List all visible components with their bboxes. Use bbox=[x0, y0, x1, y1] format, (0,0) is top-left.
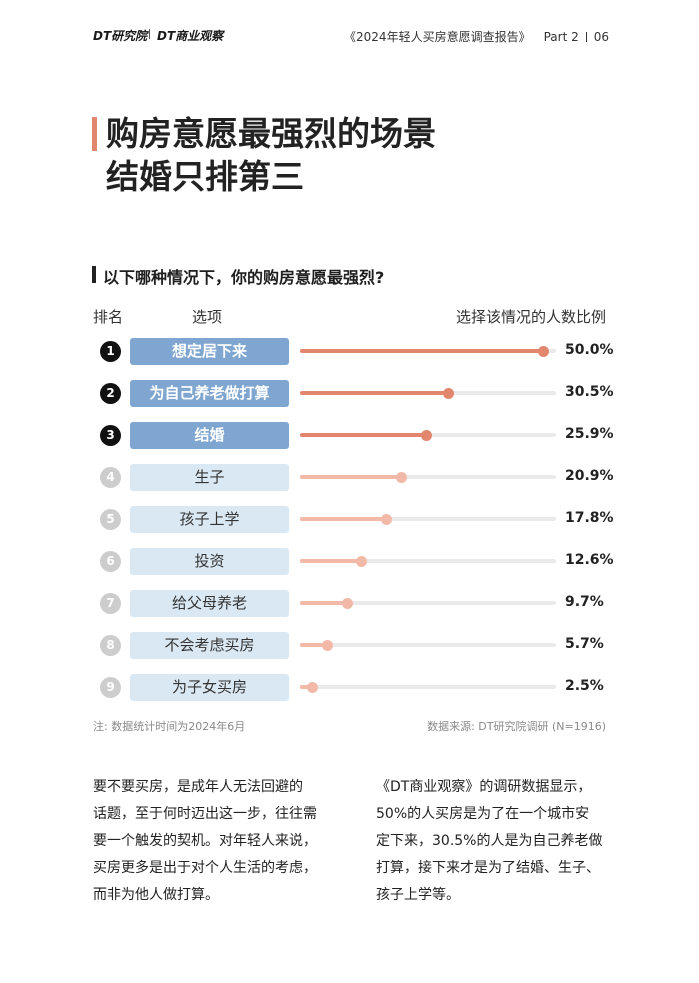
page-title: 购房意愿最强烈的场景 结婚只排第三 bbox=[106, 112, 436, 198]
body-paragraph-left: 要不要买房，是成年人无法回避的 话题，至于何时迈出这一步，往往需 要一个触发的契机。… bbox=[93, 774, 317, 909]
value-label: 5.7% bbox=[565, 636, 604, 652]
body-line: 而非为他人做打算。 bbox=[93, 887, 219, 903]
title-accent-bar bbox=[92, 117, 97, 151]
option-label: 不会考虑买房 bbox=[130, 631, 289, 659]
option-label: 给父母养老 bbox=[130, 589, 289, 617]
value-label: 9.7% bbox=[565, 594, 604, 610]
dt-institute-logo: DT研究院 bbox=[93, 29, 148, 43]
rank-badge: 2 bbox=[100, 382, 121, 404]
bar-fill bbox=[300, 517, 387, 521]
bar-end-dot bbox=[396, 471, 408, 483]
body-line: 要不要买房，是成年人无法回避的 bbox=[93, 779, 303, 795]
bar-track bbox=[300, 601, 556, 605]
rank-badge: 4 bbox=[100, 466, 121, 488]
body-line: 话题，至于何时迈出这一步，往往需 bbox=[93, 806, 317, 822]
bar-fill bbox=[300, 349, 544, 353]
bar-fill bbox=[300, 601, 348, 605]
date-note: 注: 数据统计时间为2024年6月 bbox=[93, 720, 246, 733]
bar-track bbox=[300, 475, 556, 479]
logo-divider bbox=[149, 29, 150, 39]
option-column-header: 选项 bbox=[192, 308, 223, 326]
rank-badge: 8 bbox=[100, 634, 121, 656]
rank-badge: 7 bbox=[100, 592, 121, 614]
value-label: 12.6% bbox=[565, 552, 614, 568]
bar-fill bbox=[300, 685, 313, 689]
value-label: 25.9% bbox=[565, 426, 614, 442]
chart-question: 以下哪种情况下，你的购房意愿最强烈? bbox=[103, 268, 385, 287]
value-label: 20.9% bbox=[565, 468, 614, 484]
body-line: 定下来，30.5%的人是为自己养老做 bbox=[376, 833, 603, 849]
header-divider bbox=[585, 32, 587, 42]
title-line-2: 结婚只排第三 bbox=[106, 157, 304, 196]
option-label: 结婚 bbox=[130, 421, 289, 449]
title-line-1: 购房意愿最强烈的场景 bbox=[106, 114, 436, 153]
bar-track bbox=[300, 685, 556, 689]
body-line: 打算，接下来才是为了结婚、生子、 bbox=[376, 860, 600, 876]
body-line: 50%的人买房是为了在一个城市安 bbox=[376, 806, 590, 822]
bar-end-dot bbox=[420, 429, 432, 441]
bar-fill bbox=[300, 559, 362, 563]
body-line: 要一个触发的契机。对年轻人来说， bbox=[93, 833, 317, 849]
body-paragraph-right: 《DT商业观察》的调研数据显示， 50%的人买房是为了在一个城市安 定下来，30.5… bbox=[376, 774, 602, 909]
bar-track bbox=[300, 559, 556, 563]
option-label: 为子女买房 bbox=[130, 673, 289, 701]
bar-end-dot bbox=[306, 681, 318, 693]
dt-business-logo: DT商业观察 bbox=[157, 29, 224, 43]
bar-track bbox=[300, 643, 556, 647]
part-label: Part 2 bbox=[543, 30, 579, 44]
ratio-column-header: 选择该情况的人数比例 bbox=[455, 308, 606, 326]
option-label: 生子 bbox=[130, 463, 289, 491]
option-label: 为自己养老做打算 bbox=[130, 379, 289, 407]
bar-end-dot bbox=[381, 513, 393, 525]
value-label: 2.5% bbox=[565, 678, 604, 694]
value-label: 30.5% bbox=[565, 384, 614, 400]
bar-end-dot bbox=[538, 345, 550, 357]
rank-badge: 5 bbox=[100, 508, 121, 530]
option-label: 孩子上学 bbox=[130, 505, 289, 533]
option-label: 想定居下来 bbox=[130, 337, 289, 365]
bar-fill bbox=[300, 391, 449, 395]
page-number: 06 bbox=[593, 30, 609, 44]
source-note: 数据来源: DT研究院调研 (N=1916) bbox=[427, 720, 606, 733]
rank-badge: 3 bbox=[100, 424, 121, 446]
bar-end-dot bbox=[443, 387, 455, 399]
body-line: 《DT商业观察》的调研数据显示， bbox=[376, 779, 592, 795]
body-line: 买房更多是出于对个人生活的考虑， bbox=[93, 860, 317, 876]
question-accent-bar bbox=[92, 266, 96, 283]
value-label: 17.8% bbox=[565, 510, 614, 526]
rank-badge: 1 bbox=[100, 340, 121, 362]
rank-badge: 9 bbox=[100, 676, 121, 698]
bar-end-dot bbox=[355, 555, 367, 567]
bar-fill bbox=[300, 433, 427, 437]
value-label: 50.0% bbox=[565, 342, 614, 358]
report-title: 《2024年轻人买房意愿调查报告》 bbox=[344, 30, 531, 44]
bar-end-dot bbox=[322, 639, 334, 651]
option-label: 投资 bbox=[130, 547, 289, 575]
bar-end-dot bbox=[341, 597, 353, 609]
rank-column-header: 排名 bbox=[93, 308, 124, 326]
body-line: 孩子上学等。 bbox=[376, 887, 460, 903]
bar-fill bbox=[300, 643, 328, 647]
bar-track bbox=[300, 517, 556, 521]
rank-badge: 6 bbox=[100, 550, 121, 572]
bar-fill bbox=[300, 475, 402, 479]
page-header: 《2024年轻人买房意愿调查报告》 Part 2 06 bbox=[344, 28, 609, 45]
